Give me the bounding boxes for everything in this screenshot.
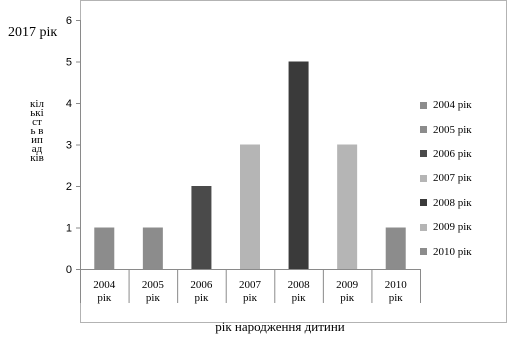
legend-label: 2007 рік: [433, 172, 472, 185]
legend-swatch: [420, 150, 427, 158]
y-tick-label: 1: [66, 223, 72, 235]
legend-swatch: [420, 199, 427, 207]
y-tick-label: 5: [66, 57, 72, 69]
bar-2005-рік: [142, 227, 163, 269]
legend-item: 2010 рік: [420, 239, 507, 263]
bar-2006-рік: [191, 186, 212, 269]
x-tick-label: 2009 рік: [336, 279, 359, 304]
bar-2010-рік: [385, 227, 406, 269]
legend-item: 2005 рік: [420, 117, 507, 141]
legend-swatch: [420, 101, 427, 109]
bar-2007-рік: [240, 144, 260, 269]
y-tick-label: 2: [66, 181, 72, 193]
y-axis-label: кількість випадків: [30, 98, 44, 164]
y-tick-label: 3: [66, 140, 72, 152]
x-tick-label: 2004 рік: [93, 279, 116, 304]
chart-corner-title: 2017 рік: [8, 25, 58, 40]
legend-label: 2009 рік: [433, 221, 472, 234]
y-tick-label: 4: [66, 98, 72, 110]
x-tick-label: 2008 рік: [288, 279, 311, 304]
chart-legend: 2004 рік 2005 рік 2006 рік 2007 рік 2008 рік…: [420, 93, 507, 264]
legend-label: 2004 рік: [433, 99, 472, 112]
x-tick-label: 2005 рік: [142, 279, 165, 304]
bar-2009-рік: [337, 144, 358, 269]
legend-label: 2010 рік: [433, 245, 472, 258]
y-tick-label: 0: [66, 264, 72, 276]
x-tick-label: 2007 рік: [239, 279, 262, 304]
legend-item: 2008 рік: [420, 191, 507, 215]
legend-swatch: [420, 174, 427, 182]
x-tick-label: 2010 рік: [385, 279, 408, 304]
bar-2004-рік: [94, 227, 115, 269]
legend-item: 2004 рік: [420, 93, 507, 117]
legend-label: 2005 рік: [433, 123, 472, 136]
legend-item: 2006 рік: [420, 142, 507, 166]
y-tick-label: 6: [66, 15, 72, 27]
legend-item: 2007 рік: [420, 166, 507, 190]
x-axis-label: рік народження дитини: [215, 319, 345, 334]
legend-item: 2009 рік: [420, 215, 507, 239]
legend-swatch: [420, 248, 427, 256]
x-tick-label: 2006 рік: [190, 279, 213, 304]
legend-swatch: [420, 223, 427, 231]
legend-label: 2008 рік: [433, 196, 472, 209]
legend-swatch: [420, 126, 427, 134]
bar-2008-рік: [288, 61, 309, 269]
legend-label: 2006 рік: [433, 147, 472, 160]
